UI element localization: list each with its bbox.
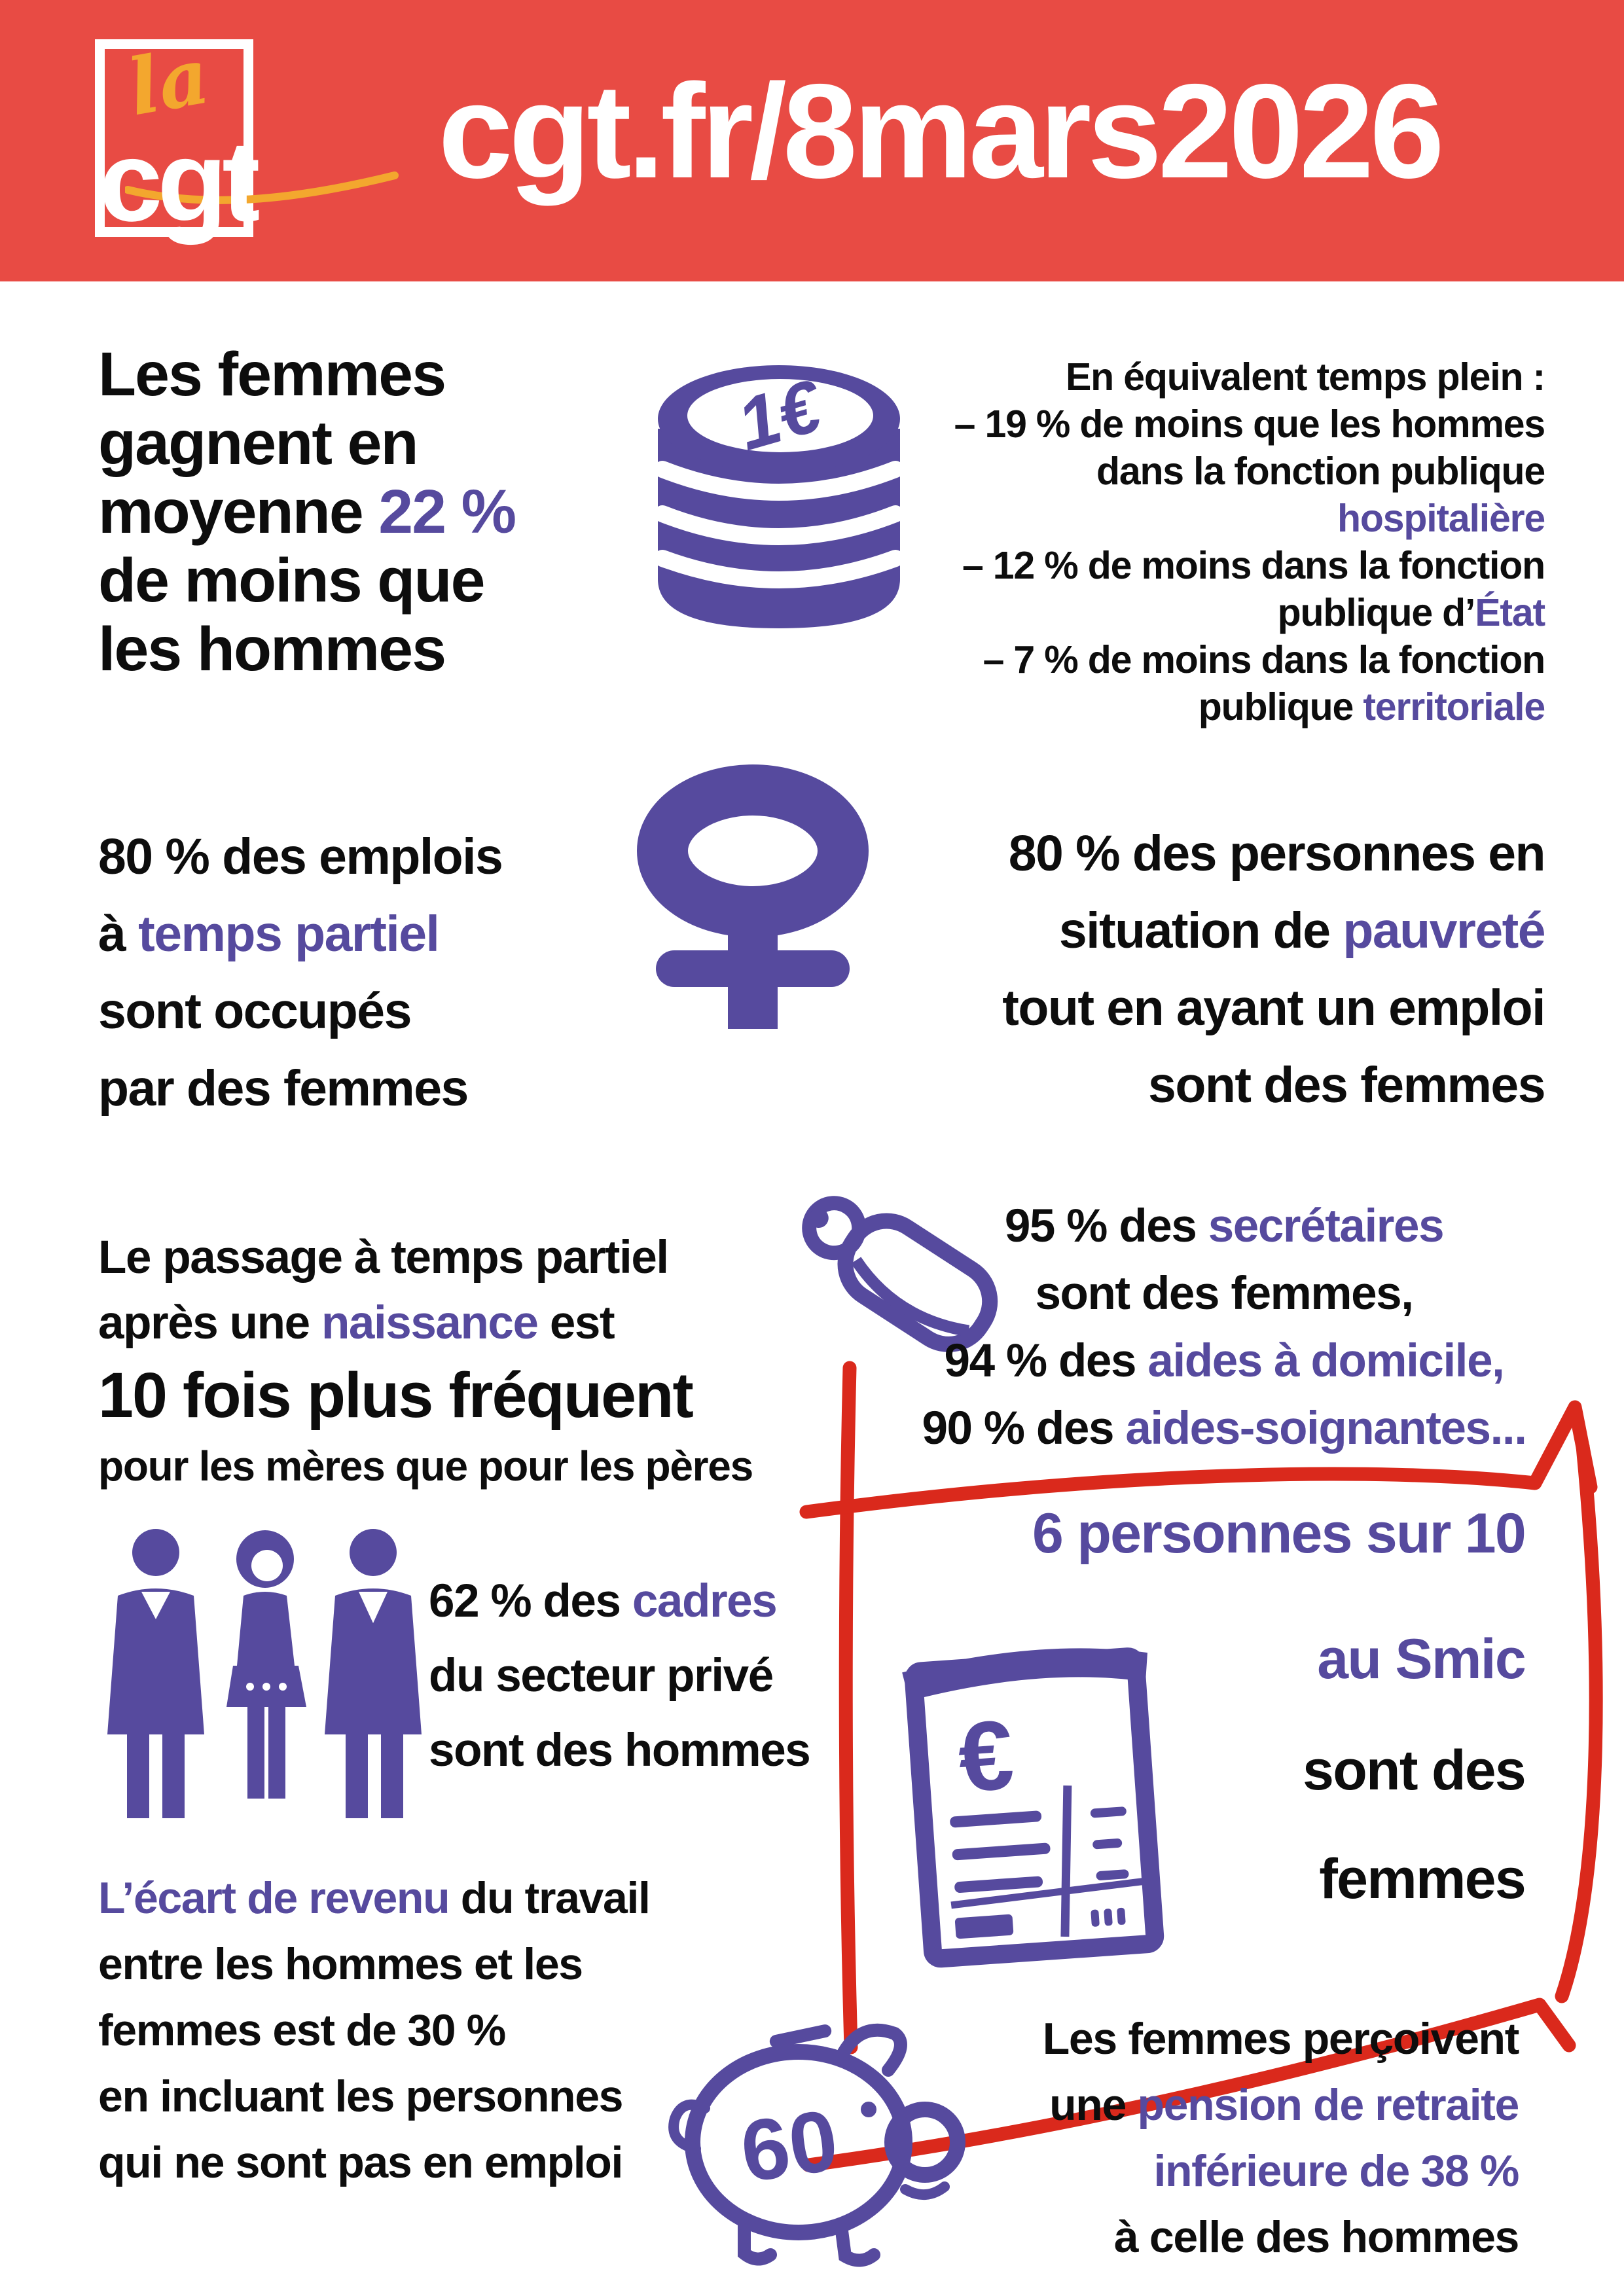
pig-amount-label: 60 bbox=[735, 2092, 844, 2200]
campaign-url: cgt.fr/8mars2026 bbox=[438, 56, 1444, 206]
stat-fonction-publique: En équivalent temps plein : – 19 % de mo… bbox=[954, 355, 1546, 728]
stat-smic-line-1: 6 personnes sur 10 bbox=[1032, 1502, 1526, 1565]
stat-ecart-revenu: L’écart de revenu du travail entre les h… bbox=[98, 1873, 651, 2187]
logo-cgt-text: cgt bbox=[99, 118, 260, 245]
stat-metiers-feminises: 95 % des secrétaires sont des femmes, 94… bbox=[922, 1200, 1526, 1454]
stat-smic-line-2: au Smic bbox=[1317, 1628, 1526, 1691]
stat-retraite: Les femmes perçoivent une pension de ret… bbox=[1042, 2014, 1520, 2262]
stat-wage-gap: Les femmes gagnent en moyenne 22 % de mo… bbox=[98, 340, 516, 684]
cgt-logo: la cgt bbox=[95, 29, 403, 245]
workers-icon bbox=[107, 1529, 422, 1818]
stat-smic-line-3: sont des bbox=[1303, 1739, 1526, 1802]
stat-temps-partiel: 80 % des emplois à temps partiel sont oc… bbox=[98, 829, 503, 1117]
stat-cadres: 62 % des cadres du secteur privé sont de… bbox=[429, 1575, 811, 1776]
header-banner: la cgt cgt.fr/8mars2026 bbox=[0, 0, 1624, 281]
stat-smic-line-4: femmes bbox=[1319, 1848, 1526, 1910]
stat-pauvrete: 80 % des personnes en situation de pauvr… bbox=[1002, 825, 1545, 1113]
stat-naissance: Le passage à temps partiel après une nai… bbox=[98, 1232, 753, 1490]
logo-la-script: la bbox=[121, 29, 216, 134]
